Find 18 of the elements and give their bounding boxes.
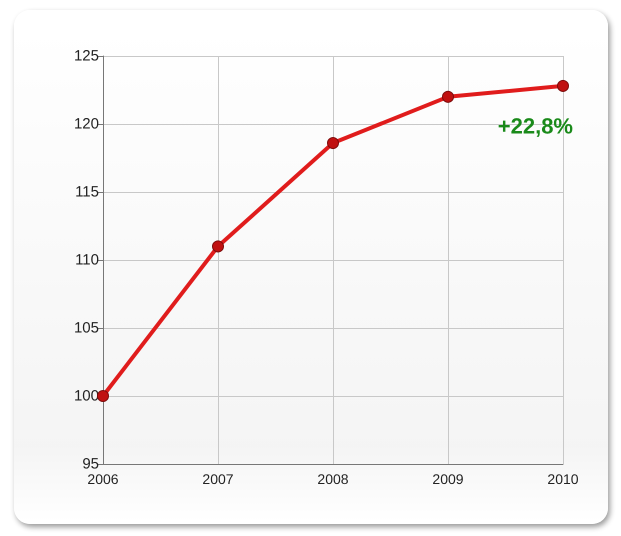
y-tick-label: 110	[75, 252, 99, 268]
x-tick-label: 2009	[432, 471, 464, 487]
x-tick-label: 2007	[202, 471, 234, 487]
point	[557, 80, 569, 92]
point	[442, 90, 454, 103]
y-tick-label: 120	[74, 116, 99, 132]
x-tick-label: 2008	[317, 471, 349, 487]
y-tick-label: 115	[75, 184, 99, 200]
point	[212, 240, 224, 252]
y-tick-label: 100	[74, 388, 99, 404]
point	[97, 390, 109, 402]
x-tick-label: 2010	[547, 471, 579, 487]
y-tick-label: 125	[74, 48, 99, 64]
y-tick-label: 105	[74, 320, 99, 336]
annotation: +22,8%	[498, 113, 573, 138]
y-tick-label: 95	[82, 456, 99, 472]
point	[327, 137, 339, 150]
x-tick-label: 2006	[87, 471, 119, 487]
